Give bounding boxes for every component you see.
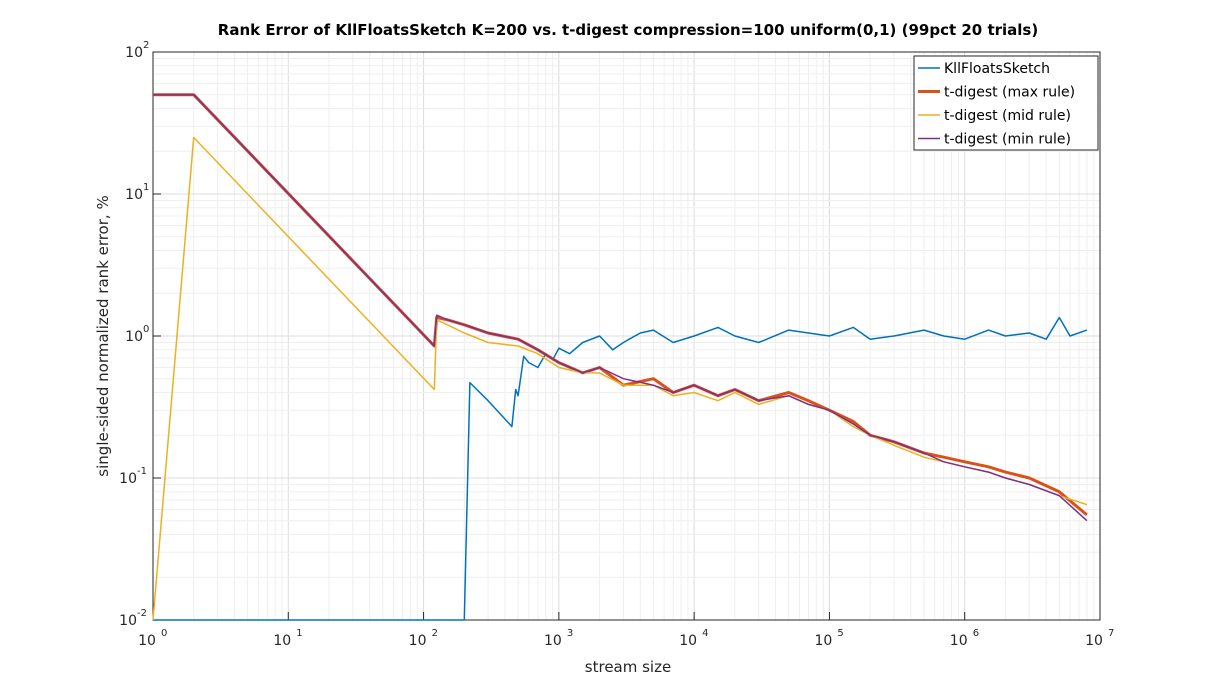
x-tick-exponent: 4: [702, 628, 708, 639]
chart-title: Rank Error of KllFloatsSketch K=200 vs. …: [218, 21, 1038, 39]
x-tick-label: 10: [679, 633, 697, 649]
x-tick-label: 10: [409, 633, 427, 649]
y-tick-label: 10: [119, 471, 137, 487]
legend-box: [913, 55, 1099, 151]
y-tick-exponent: 1: [143, 182, 149, 193]
series-line-0: [153, 316, 1088, 621]
legend-entry[interactable]: t-digest (min rule): [944, 132, 1071, 148]
series-line-3: [153, 93, 1088, 522]
x-tick-label: 10: [950, 633, 968, 649]
y-tick-label: 10: [125, 45, 143, 61]
x-tick-label: 10: [815, 633, 833, 649]
y-axis-label: single-sided normalized rank error, %: [94, 195, 112, 476]
y-tick-label: 10: [125, 329, 143, 345]
x-tick-label: 10: [138, 633, 156, 649]
x-tick-exponent: 6: [973, 628, 979, 639]
y-tick-exponent: 0: [143, 324, 149, 335]
legend[interactable]: KllFloatsSketch t-digest (max rule) t-dige…: [913, 55, 1099, 151]
series-group: [152, 93, 1088, 621]
x-axis-label: stream size: [585, 658, 671, 676]
legend-entry[interactable]: t-digest (mid rule): [944, 108, 1071, 124]
x-tick-exponent: 7: [1108, 628, 1114, 639]
y-tick-exponent: -1: [137, 466, 147, 477]
y-tick-label: 10: [125, 187, 143, 203]
y-tick-exponent: -2: [137, 608, 147, 619]
legend-entry[interactable]: t-digest (max rule): [944, 85, 1075, 101]
x-tick-exponent: 3: [567, 628, 573, 639]
x-tick-exponent: 1: [296, 628, 302, 639]
y-tick-label: 10: [119, 613, 137, 629]
x-tick-label: 10: [273, 633, 291, 649]
series-line-1: [153, 93, 1088, 517]
x-tick-exponent: 2: [432, 628, 438, 639]
legend-entry[interactable]: KllFloatsSketch: [944, 61, 1050, 77]
x-tick-label: 10: [544, 633, 562, 649]
x-tick-exponent: 5: [837, 628, 843, 639]
x-axis: 10 0 10 1 10 2 10 3 10 4 10 5 10 6 10 7: [138, 612, 1114, 649]
y-tick-exponent: 2: [143, 40, 149, 51]
x-tick-exponent: 0: [161, 628, 167, 639]
x-tick-label: 10: [1085, 633, 1103, 649]
